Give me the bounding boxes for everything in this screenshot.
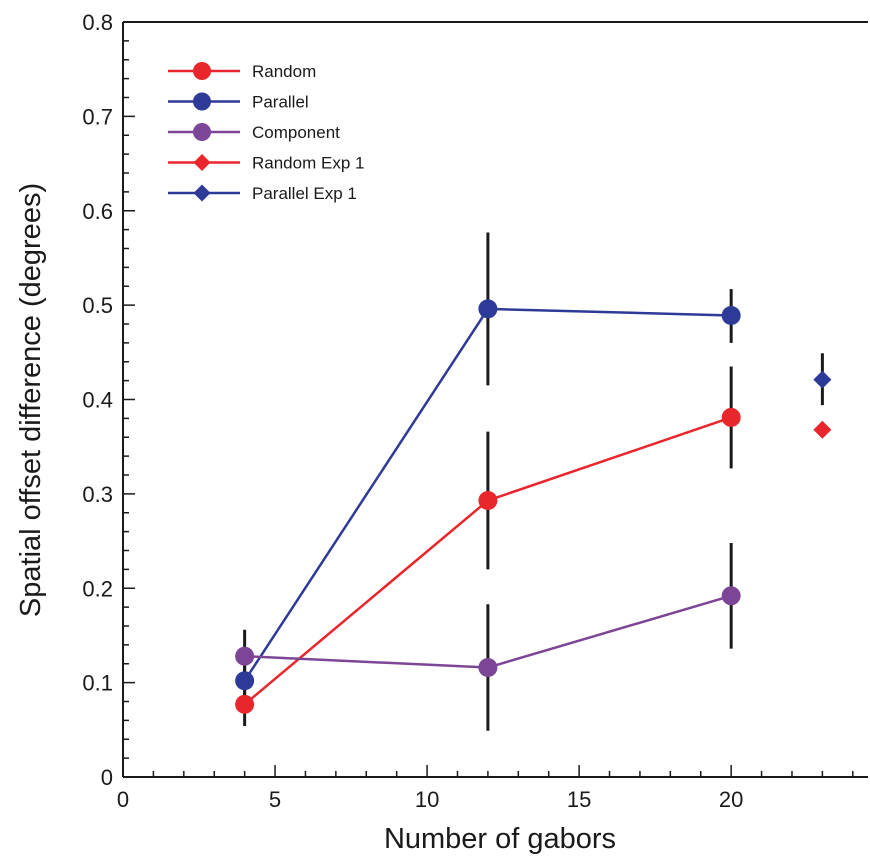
data-point-random bbox=[478, 490, 498, 510]
x-tick-label: 15 bbox=[567, 787, 591, 812]
data-point-component bbox=[721, 586, 741, 606]
y-tick-label: 0.1 bbox=[82, 671, 113, 696]
y-tick-label: 0.5 bbox=[82, 293, 113, 318]
y-tick-label: 0.7 bbox=[82, 104, 113, 129]
legend: Random Parallel Component Random Exp 1 Paral… bbox=[168, 62, 364, 203]
data-point-parallel bbox=[721, 306, 741, 326]
x-tick-label: 5 bbox=[269, 787, 281, 812]
legend-label-parallel: Parallel bbox=[252, 93, 309, 112]
y-tick-label: 0.4 bbox=[82, 388, 113, 413]
axes-layer: 0 5 10 15 20 0 0.1 0.2 0.3 0.4 0.5 0.6 0.7 0.8 bbox=[82, 10, 868, 812]
x-tick-label: 10 bbox=[415, 787, 439, 812]
legend-marker-random bbox=[193, 62, 211, 80]
legend-marker-random-exp-1 bbox=[193, 154, 211, 171]
x-tick-label: 20 bbox=[719, 787, 743, 812]
marker-layer bbox=[235, 299, 832, 714]
legend-label-parallel-exp-1: Parallel Exp 1 bbox=[252, 184, 357, 203]
x-axis-title: Number of gabors bbox=[384, 823, 616, 855]
legend-marker-parallel bbox=[193, 92, 211, 111]
data-point-parallel-exp-1 bbox=[813, 370, 832, 389]
legend-label-random-exp-1: Random Exp 1 bbox=[252, 154, 364, 173]
y-tick-label: 0.2 bbox=[82, 576, 113, 601]
y-axis-title: Spatial offset difference (degrees) bbox=[15, 183, 47, 617]
data-point-random bbox=[235, 694, 255, 714]
data-point-parallel bbox=[478, 299, 498, 319]
data-point-random-exp-1 bbox=[813, 420, 832, 439]
data-point-parallel bbox=[235, 671, 255, 691]
legend-label-component: Component bbox=[252, 123, 340, 142]
data-point-random bbox=[721, 407, 741, 427]
data-point-component bbox=[478, 658, 498, 678]
y-tick-label: 0.6 bbox=[82, 199, 113, 224]
legend-marker-component bbox=[193, 123, 211, 141]
legend-marker-parallel-exp-1 bbox=[193, 184, 211, 202]
y-tick-label: 0 bbox=[101, 765, 113, 790]
data-point-component bbox=[235, 646, 255, 666]
y-tick-label: 0.8 bbox=[82, 10, 113, 35]
legend-label-random: Random bbox=[252, 62, 316, 81]
y-tick-label: 0.3 bbox=[82, 482, 113, 507]
x-tick-label: 0 bbox=[117, 787, 129, 812]
